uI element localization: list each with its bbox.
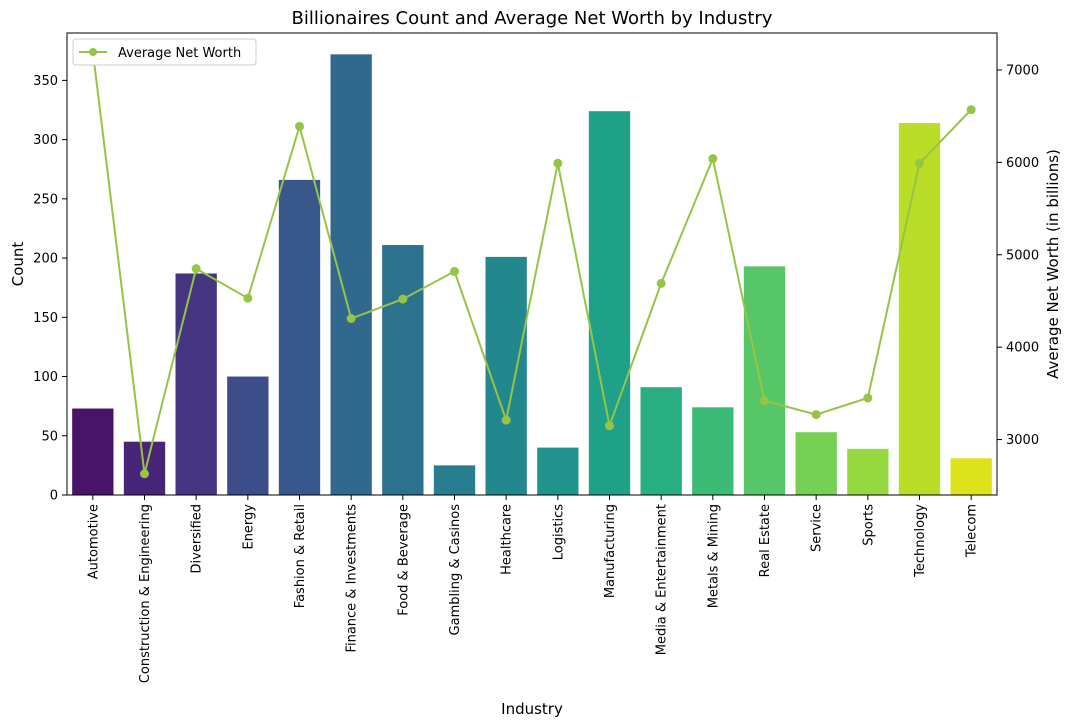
x-tick-label: Real Estate bbox=[758, 504, 773, 577]
right-tick-label: 5000 bbox=[1006, 248, 1039, 263]
bar-diversified bbox=[175, 273, 217, 495]
bar-real-estate bbox=[743, 266, 786, 495]
x-tick-label: Automotive bbox=[86, 504, 101, 579]
x-tick-label: Telecom bbox=[965, 504, 980, 558]
x-tick-label: Service bbox=[810, 504, 825, 552]
left-tick-label: 100 bbox=[33, 370, 58, 385]
net-worth-point bbox=[811, 410, 821, 420]
net-worth-point bbox=[501, 415, 511, 425]
bar-telecom bbox=[950, 458, 992, 495]
chart-title: Billionaires Count and Average Net Worth… bbox=[292, 8, 773, 29]
bar-gambling-casinos bbox=[433, 465, 476, 495]
net-worth-point bbox=[656, 278, 666, 288]
x-axis-title: Industry bbox=[501, 700, 563, 718]
right-tick-label: 6000 bbox=[1006, 156, 1039, 171]
net-worth-point bbox=[760, 396, 769, 406]
x-tick-label: Media & Entertainment bbox=[655, 504, 670, 655]
bar-service bbox=[795, 432, 837, 495]
x-tick-label: Construction & Engineering bbox=[138, 504, 153, 683]
net-worth-point bbox=[450, 266, 459, 276]
left-tick-label: 200 bbox=[33, 252, 58, 267]
legend-box bbox=[72, 38, 257, 66]
x-tick-label: Manufacturing bbox=[603, 504, 618, 598]
x-tick-label: Healthcare bbox=[500, 504, 515, 575]
bar-media-entertainment bbox=[640, 387, 682, 495]
x-tick-label: Diversified bbox=[190, 504, 205, 573]
net-worth-point bbox=[915, 158, 924, 168]
left-tick-label: 300 bbox=[33, 133, 58, 148]
x-tick-label: Finance & Investments bbox=[345, 504, 360, 653]
right-tick-label: 3000 bbox=[1006, 433, 1039, 448]
line-series-group bbox=[88, 46, 976, 479]
net-worth-point bbox=[140, 469, 149, 479]
left-tick-label: 250 bbox=[33, 192, 58, 207]
bars-group bbox=[72, 54, 992, 496]
bar-energy bbox=[227, 376, 269, 495]
y2-axis-title: Average Net Worth (in billions) bbox=[1044, 149, 1062, 379]
x-tick-label: Fashion & Retail bbox=[293, 504, 308, 608]
x-tick-label: Logistics bbox=[551, 504, 566, 560]
right-tick-label: 7000 bbox=[1006, 63, 1039, 78]
legend-label: Average Net Worth bbox=[118, 46, 241, 61]
x-tick-label: Sports bbox=[861, 504, 876, 546]
x-tick-label: Food & Beverage bbox=[396, 504, 411, 616]
net-worth-point bbox=[863, 393, 873, 403]
net-worth-point bbox=[605, 421, 614, 431]
bar-food-beverage bbox=[382, 245, 424, 495]
bar-healthcare bbox=[485, 256, 527, 495]
net-worth-point bbox=[553, 158, 563, 168]
left-tick-label: 50 bbox=[41, 429, 58, 444]
bar-automotive bbox=[72, 408, 114, 495]
net-worth-point bbox=[243, 293, 253, 303]
x-tick-label: Metals & Mining bbox=[706, 504, 721, 608]
legend-marker bbox=[89, 48, 97, 56]
left-axis-ticks: 0 50 100 150 200 250 300 350 bbox=[33, 74, 67, 504]
right-axis-ticks: 3000 4000 5000 6000 7000 bbox=[997, 63, 1039, 448]
bar-manufacturing bbox=[588, 111, 631, 495]
net-worth-point bbox=[966, 105, 976, 115]
bar-logistics bbox=[537, 447, 579, 495]
bar-fashion-retail bbox=[278, 179, 321, 495]
average-net-worth-line bbox=[91, 51, 972, 474]
net-worth-point bbox=[708, 154, 718, 164]
bar-sports bbox=[847, 448, 889, 495]
legend: Average Net Worth bbox=[72, 38, 257, 66]
bar-technology bbox=[898, 123, 941, 496]
bar-finance-investments bbox=[330, 54, 372, 495]
left-tick-label: 150 bbox=[33, 311, 58, 326]
left-tick-label: 350 bbox=[33, 74, 58, 89]
net-worth-point bbox=[398, 294, 408, 304]
net-worth-point bbox=[191, 264, 201, 274]
plot-frame bbox=[66, 32, 998, 496]
left-tick-label: 0 bbox=[50, 489, 58, 504]
x-axis-ticks: Automotive Construction & Engineering Dive… bbox=[86, 495, 980, 683]
right-tick-label: 4000 bbox=[1006, 341, 1039, 356]
x-tick-label: Energy bbox=[241, 504, 256, 550]
y-axis-title: Count bbox=[9, 242, 27, 287]
net-worth-point bbox=[346, 314, 356, 324]
x-tick-label: Gambling & Casinos bbox=[448, 504, 463, 636]
x-tick-label: Technology bbox=[913, 504, 928, 578]
net-worth-point bbox=[295, 121, 304, 131]
bar-metals-mining bbox=[692, 407, 734, 495]
